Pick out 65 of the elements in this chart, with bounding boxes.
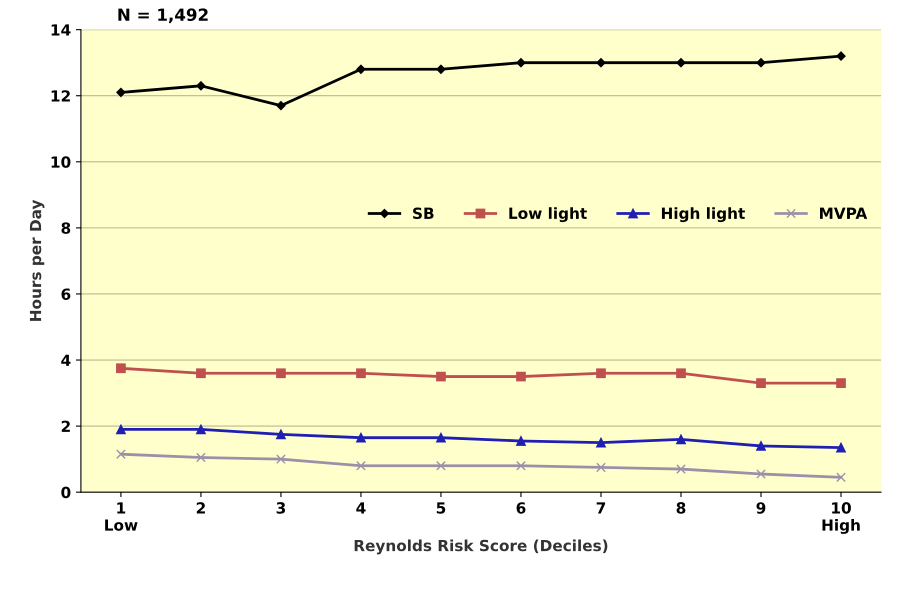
x-tick-label: 2 bbox=[196, 502, 205, 514]
chart-title: N = 1,492 bbox=[118, 8, 208, 24]
point bbox=[356, 64, 366, 74]
point bbox=[596, 462, 606, 472]
point bbox=[516, 436, 526, 446]
point bbox=[356, 460, 366, 471]
y-tick-label: 4 bbox=[61, 354, 70, 366]
y-tick-label: 10 bbox=[52, 156, 70, 168]
point bbox=[116, 88, 126, 98]
y-axis-title: Hours per Day bbox=[30, 200, 44, 321]
point bbox=[196, 452, 206, 462]
legend-label: Low light bbox=[509, 207, 587, 222]
point bbox=[756, 378, 766, 388]
x-tick-label: 4 bbox=[356, 502, 366, 514]
point bbox=[596, 438, 606, 448]
x-tick-label: 3 bbox=[276, 502, 286, 514]
x-tick-label: 10 High bbox=[822, 502, 860, 534]
point bbox=[516, 372, 526, 382]
point bbox=[676, 368, 686, 378]
x-tick-label: 8 bbox=[676, 502, 686, 514]
point bbox=[436, 372, 446, 382]
point bbox=[196, 424, 206, 434]
point bbox=[356, 368, 366, 378]
y-tick-label: 0 bbox=[61, 486, 70, 498]
legend-label: High light bbox=[662, 207, 745, 222]
point bbox=[676, 464, 686, 474]
y-tick-label: 14 bbox=[52, 24, 70, 36]
point bbox=[276, 101, 286, 110]
point bbox=[276, 454, 286, 464]
x-tick-label: 5 bbox=[436, 502, 446, 514]
legend-label: SB bbox=[413, 207, 434, 220]
point bbox=[276, 368, 286, 378]
x-axis-title: Reynolds Risk Score (Deciles) bbox=[354, 539, 608, 554]
point bbox=[196, 81, 206, 90]
point bbox=[756, 441, 766, 451]
point bbox=[676, 434, 686, 444]
point bbox=[676, 58, 686, 68]
point bbox=[436, 460, 446, 471]
point bbox=[756, 58, 766, 68]
point bbox=[836, 472, 846, 482]
point bbox=[436, 432, 446, 443]
point bbox=[516, 460, 526, 471]
x-tick-label: 7 bbox=[596, 502, 606, 514]
point bbox=[116, 363, 126, 374]
point bbox=[836, 442, 846, 452]
point bbox=[836, 51, 846, 61]
point bbox=[196, 368, 206, 378]
point bbox=[116, 424, 126, 434]
y-tick-label: 2 bbox=[62, 420, 70, 432]
y-tick-label: 6 bbox=[62, 288, 70, 300]
point bbox=[276, 430, 286, 440]
y-tick-label: 8 bbox=[61, 222, 70, 234]
point bbox=[596, 368, 606, 378]
point bbox=[356, 432, 366, 443]
point bbox=[596, 58, 606, 68]
legend-label: MVPA bbox=[820, 208, 868, 219]
point bbox=[756, 469, 766, 479]
x-tick-label: 1 Low bbox=[105, 502, 138, 531]
point bbox=[116, 449, 126, 460]
x-tick-label: 9 bbox=[756, 502, 766, 514]
y-tick-label: 12 bbox=[52, 90, 70, 102]
x-tick-label: 6 bbox=[516, 502, 526, 514]
point bbox=[836, 378, 846, 388]
point bbox=[436, 64, 446, 74]
point bbox=[516, 58, 526, 68]
